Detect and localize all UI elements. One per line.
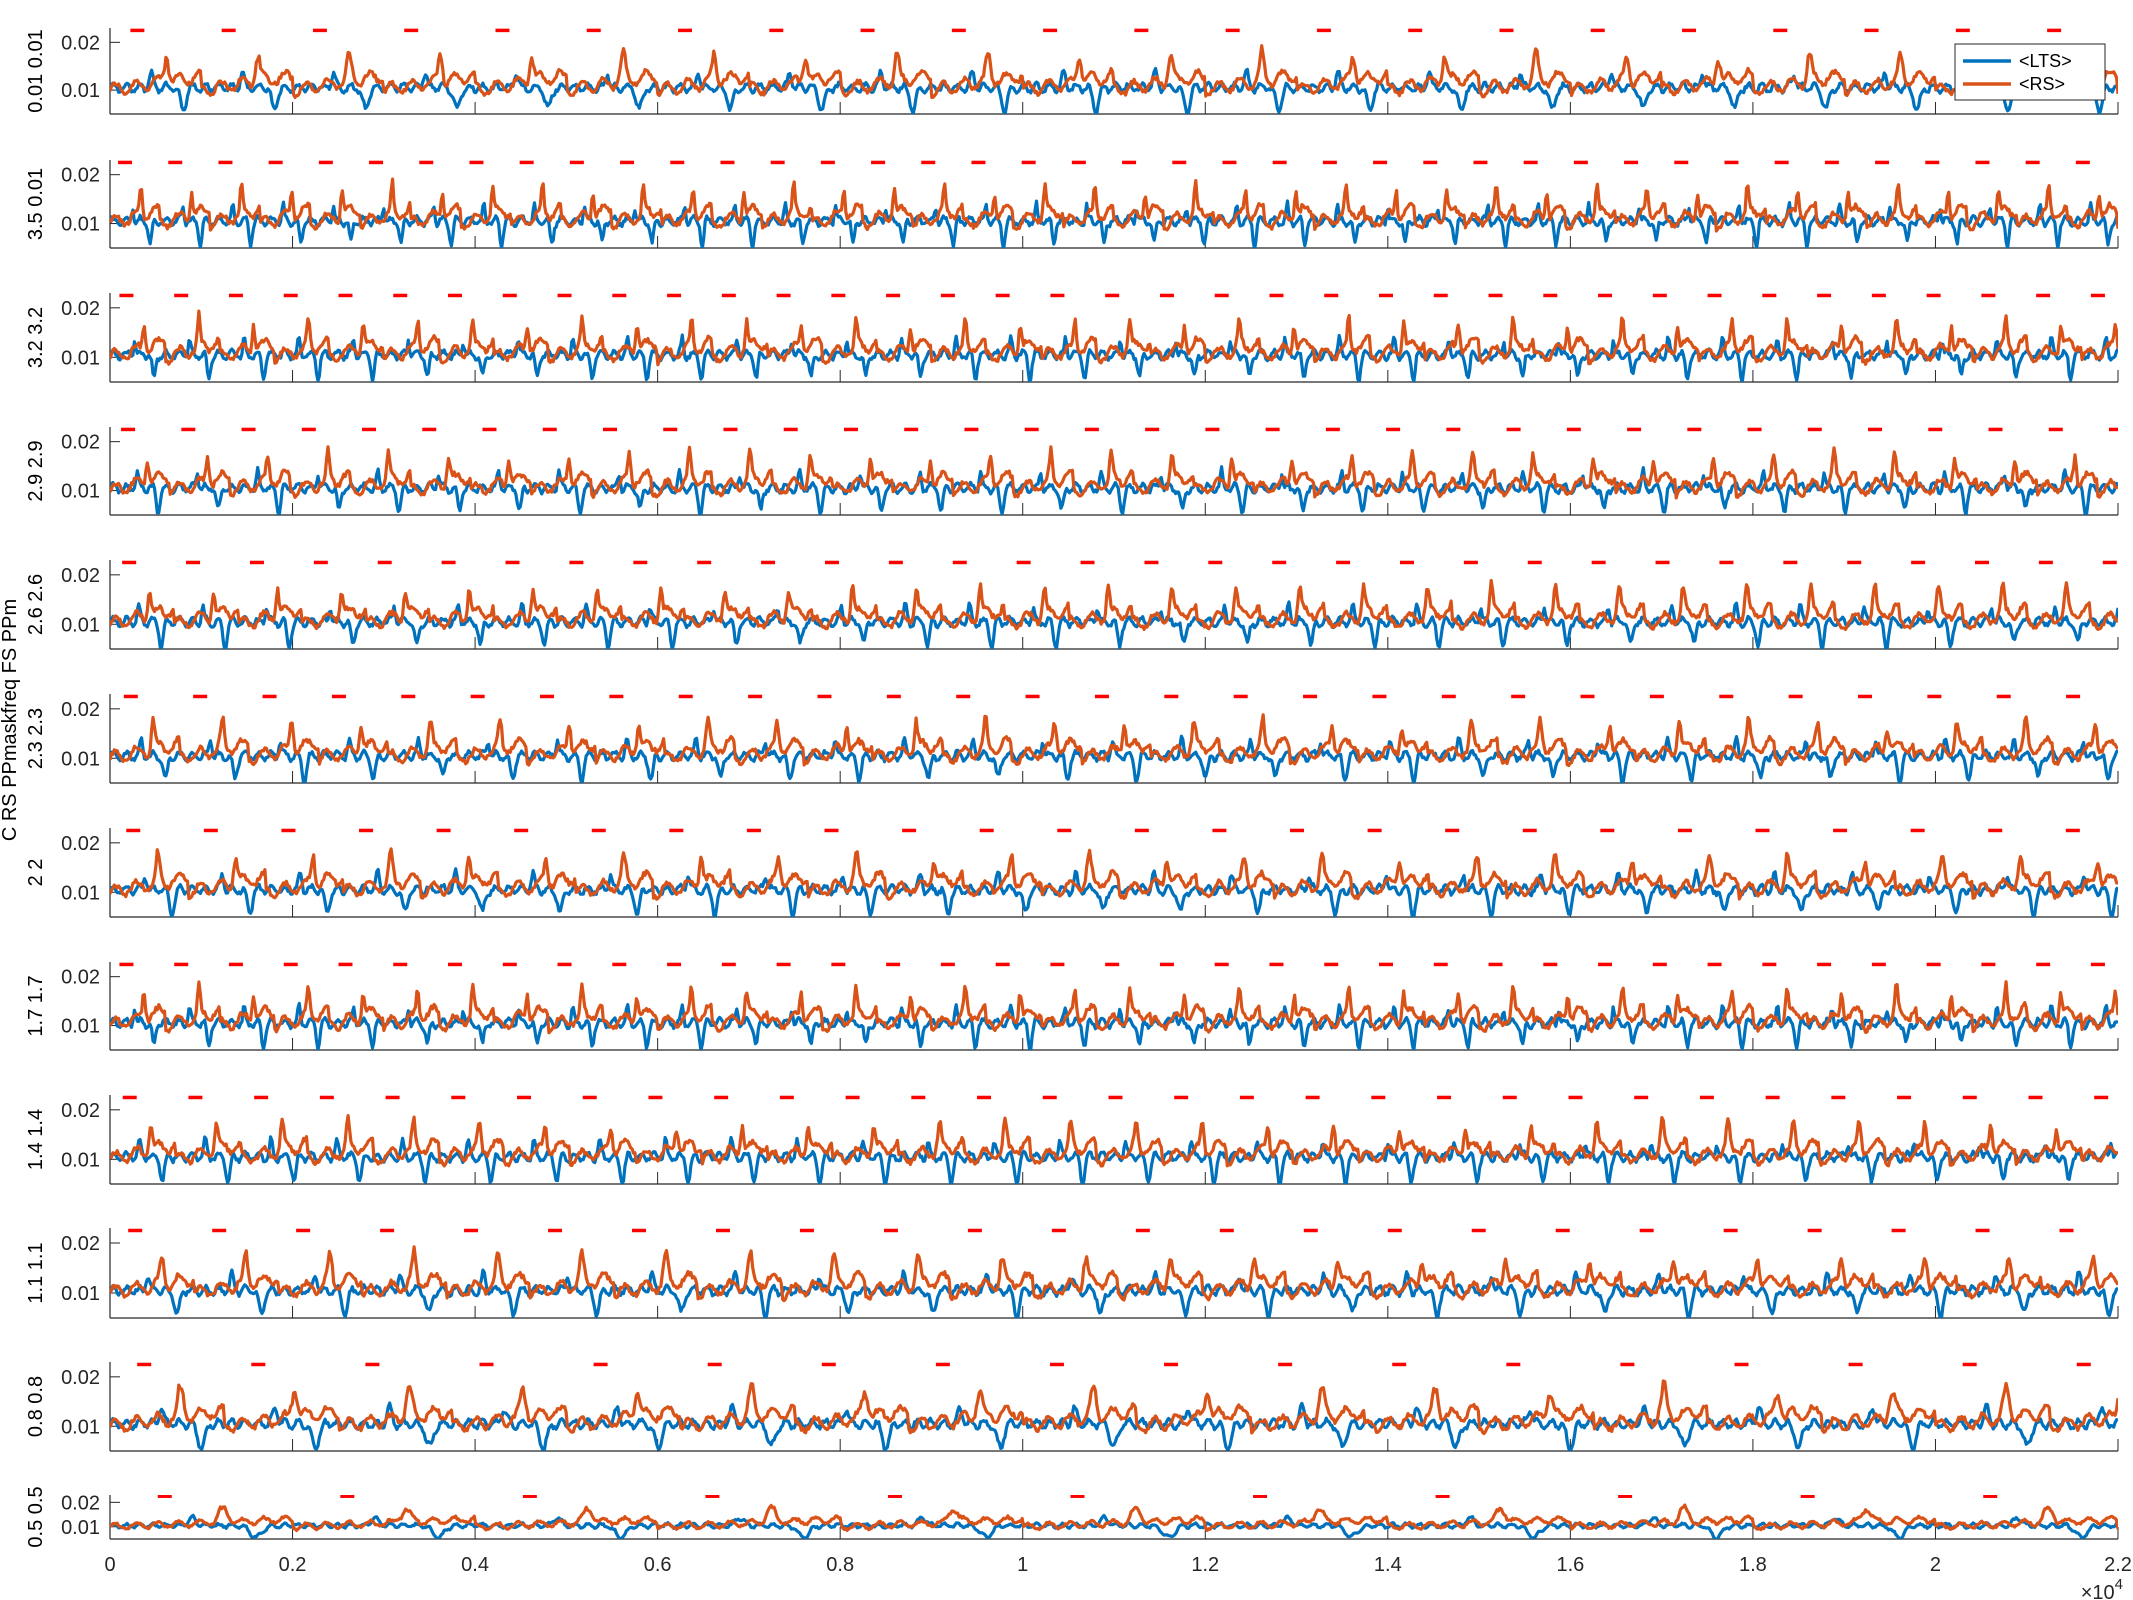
y-tick-label: 0.02 [61,565,100,587]
panel-12: 0.01 0.02 0.5 0.5 [25,1486,2119,1548]
traces [110,713,2118,783]
y-tick-label: 0.02 [61,1492,100,1514]
traces [110,1113,2118,1184]
series-line-rs [110,578,2118,632]
y-tick-label: 0.01 [61,1517,100,1539]
panel-8: 0.01 0.02 1.7 1.7 [25,962,2119,1051]
x-tick-label: 1.8 [1739,1554,1767,1576]
panel-row-label: 0.5 0.5 [25,1486,47,1547]
panel-row-label: 0.01 0.01 [25,29,47,112]
x-tick-label: 2.2 [2104,1554,2132,1576]
traces [110,578,2118,649]
panel-1: 0.01 0.02 0.01 0.01 [25,28,2119,115]
panel-10: 0.01 0.02 1.1 1.1 [25,1228,2119,1319]
panel-row-label: 1.7 1.7 [25,975,47,1036]
panel-9: 0.01 0.02 1.4 1.4 [25,1095,2119,1185]
y-tick-label: 0.01 [61,214,100,236]
panel-row-label: 2.9 2.9 [25,440,47,501]
panel-5: 0.01 0.02 2.6 2.6 [25,560,2119,650]
traces [110,847,2118,917]
series-line-rs [110,713,2118,768]
y-tick-label: 0.02 [61,1233,100,1255]
x-tick-label: 0.2 [279,1554,307,1576]
shared-y-label: C RS PPmaskfreq FS PPm [0,599,21,841]
panel-11: 0.01 0.02 0.8 0.8 [25,1362,2119,1452]
y-tick-label: 0.02 [61,699,100,721]
series-line-rs [110,445,2118,500]
traces [110,1503,2118,1539]
series-line-rs [110,1379,2118,1436]
x-exponent-power: 4 [2115,1576,2123,1593]
series-line-rs [110,44,2118,100]
y-tick-label: 0.01 [61,1416,100,1438]
panel-row-label: 1.4 1.4 [25,1109,47,1170]
x-tick-label: 0.4 [461,1554,489,1576]
series-line-rs [110,1503,2118,1533]
panel-row-label: 2 2 [25,859,47,887]
series-line-lts [110,1401,2118,1451]
panel-row-label: 3.2 3.2 [25,307,47,368]
panels-group: 0.010.020.01 0.010.010.023.5 0.010.010.0… [25,28,2119,1548]
y-tick-label: 0.01 [61,1283,100,1305]
y-tick-label: 0.01 [61,80,100,102]
panel-7: 0.01 0.02 2 2 [25,828,2119,918]
x-tick-label: 1.6 [1556,1554,1584,1576]
y-tick-label: 0.01 [61,347,100,369]
series-line-rs [110,1245,2118,1303]
series-line-rs [110,177,2118,233]
series-line-rs [110,847,2118,901]
x-tick-label: 1 [1017,1554,1028,1576]
panel-6: 0.01 0.02 2.3 2.3 [25,694,2119,784]
x-tick-label: 2 [1930,1554,1941,1576]
legend-entry-label: <RS> [2019,74,2065,94]
series-line-rs [110,1113,2118,1168]
x-tick-label: 0.6 [644,1554,672,1576]
x-tick-label: 1.4 [1374,1554,1402,1576]
y-tick-label: 0.02 [61,165,100,187]
y-tick-label: 0.01 [61,1016,100,1038]
y-tick-label: 0.01 [61,481,100,503]
traces [110,177,2118,248]
traces [110,44,2118,114]
panel-row-label: 1.1 1.1 [25,1242,47,1303]
y-tick-label: 0.02 [61,1367,100,1389]
traces [110,309,2118,382]
panel-2: 0.01 0.02 3.5 0.01 [25,160,2119,249]
y-tick-label: 0.02 [61,32,100,54]
panel-row-label: 2.3 2.3 [25,708,47,769]
series-line-rs [110,980,2118,1035]
y-tick-label: 0.02 [61,833,100,855]
panel-4: 0.01 0.02 2.9 2.9 [25,427,2119,516]
legend-box [1954,43,2106,101]
traces [110,445,2118,515]
x-tick-label: 1.2 [1191,1554,1219,1576]
legend-entry-label: <LTS> [2019,51,2072,71]
panel-3: 0.01 0.02 3.2 3.2 [25,293,2119,383]
series-line-lts [110,1135,2118,1184]
x-tick-label: 0.8 [826,1554,854,1576]
series-line-lts [110,867,2118,917]
y-tick-label: 0.01 [61,748,100,770]
series-line-rs [110,309,2118,367]
y-tick-label: 0.01 [61,614,100,636]
y-tick-label: 0.02 [61,432,100,454]
y-tick-label: 0.01 [61,882,100,904]
panel-row-label: 2.6 2.6 [25,574,47,635]
traces [110,1379,2118,1451]
y-tick-label: 0.02 [61,967,100,989]
traces [110,1245,2118,1318]
panel-row-label: 3.5 0.01 [25,168,47,240]
y-tick-label: 0.02 [61,298,100,320]
traces [110,980,2118,1050]
y-tick-label: 0.02 [61,1100,100,1122]
x-tick-label: 0 [104,1554,115,1576]
legend: <LTS> <RS> [1954,43,2106,101]
series-line-lts [110,333,2118,382]
y-tick-label: 0.01 [61,1149,100,1171]
panel-row-label: 0.8 0.8 [25,1376,47,1437]
